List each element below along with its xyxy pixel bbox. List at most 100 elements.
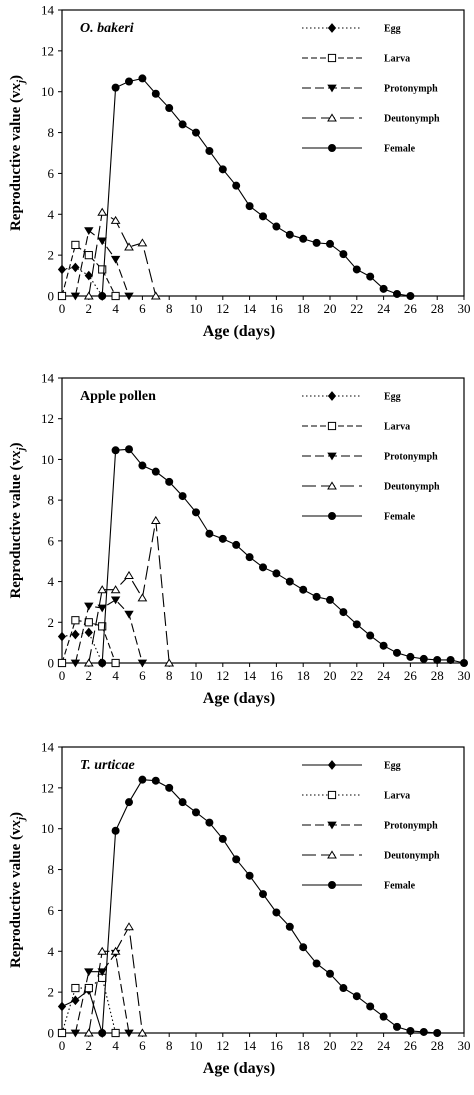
data-point (392, 1022, 401, 1031)
x-tick-label: 26 (404, 1038, 418, 1053)
chart-panel-2: 0 2 4 6 8 10 12 14 16 18 20 22 24 26 28 3002468101214Ag… (8, 371, 471, 708)
data-point (137, 659, 148, 668)
data-point (406, 652, 415, 661)
y-tick-label: 4 (48, 574, 55, 589)
data-point (111, 826, 120, 835)
data-point (124, 292, 134, 301)
data-point (379, 284, 388, 293)
legend-marker (327, 143, 336, 152)
data-point (285, 922, 294, 931)
x-tick-label: 0 (59, 301, 66, 316)
y-tick-label: 2 (48, 615, 55, 630)
y-tick-label: 0 (48, 289, 55, 304)
panel-title: T. urticae (80, 758, 135, 773)
x-axis-label: Age (days) (203, 323, 275, 340)
x-tick-label: 12 (216, 301, 229, 316)
y-tick-label: 12 (41, 411, 54, 426)
data-point (97, 968, 107, 977)
data-point (258, 563, 267, 572)
x-tick-label: 24 (377, 1038, 391, 1053)
data-point (98, 291, 107, 300)
y-tick-label: 2 (48, 985, 55, 1000)
y-tick-label: 6 (48, 903, 55, 918)
data-point (97, 604, 107, 613)
data-point (84, 618, 93, 627)
x-axis-label: Age (days) (203, 690, 275, 707)
x-tick-label: 20 (324, 301, 337, 316)
x-tick-label: 14 (243, 1038, 257, 1053)
data-point (392, 648, 401, 657)
x-tick-label: 28 (431, 301, 444, 316)
data-point (339, 250, 348, 259)
y-tick-label: 0 (48, 1026, 55, 1041)
x-tick-label: 6 (139, 1038, 146, 1053)
legend: Egg Larva Protonymph Deutonymph Female (302, 760, 440, 892)
y-tick-label: 10 (41, 84, 54, 99)
data-point (57, 658, 67, 668)
legend-marker (327, 760, 337, 770)
data-point (218, 165, 227, 174)
data-point (151, 89, 160, 98)
data-point (272, 569, 281, 578)
legend-item-protonymph: Protonymph (302, 452, 438, 463)
series-female (98, 775, 442, 1038)
data-point (84, 270, 93, 281)
data-point (83, 1028, 94, 1037)
data-point (98, 1029, 107, 1038)
data-point (151, 776, 160, 785)
x-tick-label: 14 (243, 301, 257, 316)
data-point (178, 798, 187, 807)
y-tick-label: 8 (48, 862, 55, 877)
data-point (57, 631, 67, 642)
series-line (101, 77, 411, 297)
legend-item-larva: Larva (302, 791, 410, 802)
data-point (97, 207, 108, 216)
data-point (272, 908, 281, 917)
data-point (165, 783, 174, 792)
data-point (83, 291, 94, 300)
data-point (83, 658, 94, 667)
data-point (111, 291, 120, 301)
data-point (124, 610, 134, 619)
data-point (191, 508, 200, 517)
data-point (137, 1028, 148, 1037)
y-tick-label: 4 (48, 207, 55, 222)
legend-marker (327, 512, 336, 521)
x-tick-label: 20 (324, 1038, 337, 1053)
data-point (366, 1002, 375, 1011)
data-point (191, 128, 200, 137)
data-point (218, 534, 227, 543)
data-point (232, 540, 241, 549)
legend-item-protonymph: Protonymph (302, 821, 438, 832)
data-point (339, 608, 348, 617)
data-point (419, 1027, 428, 1036)
data-point (459, 659, 468, 668)
data-point (110, 585, 121, 594)
legend-label: Larva (384, 791, 410, 802)
legend-marker (327, 452, 337, 461)
legend-marker (327, 850, 337, 859)
legend-marker (327, 421, 337, 431)
x-tick-label: 2 (86, 668, 93, 683)
data-point (151, 467, 160, 476)
data-point (71, 995, 80, 1006)
x-tick-label: 20 (324, 668, 337, 683)
data-point (379, 1012, 388, 1021)
data-point (272, 222, 281, 231)
data-point (57, 1001, 67, 1012)
data-point (57, 291, 67, 301)
data-point (70, 292, 81, 301)
x-tick-label: 14 (243, 668, 257, 683)
x-tick-label: 26 (404, 301, 418, 316)
data-point (339, 984, 348, 993)
x-tick-label: 10 (190, 1038, 203, 1053)
data-point (84, 602, 94, 611)
legend-item-egg: Egg (302, 391, 401, 403)
series-female (98, 445, 468, 668)
data-point (352, 620, 361, 629)
data-point (70, 659, 81, 668)
legend-label: Egg (384, 24, 401, 35)
x-tick-label: 16 (270, 668, 284, 683)
data-point (352, 992, 361, 1001)
data-point (71, 629, 80, 640)
